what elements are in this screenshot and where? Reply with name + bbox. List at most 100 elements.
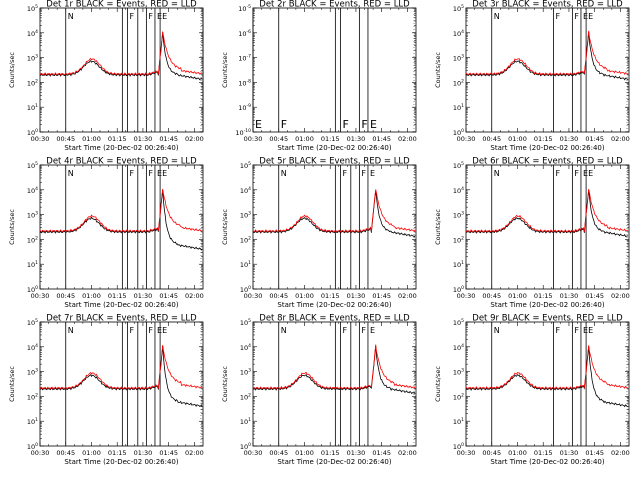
panel-det-7: Det 7r BLACK = Events, RED = LLD 100 101 10… <box>8 314 204 467</box>
y-tick-label: 100 <box>27 128 38 137</box>
y-tick-label: 104 <box>453 186 464 195</box>
event-marker-label: F <box>343 326 348 335</box>
y-axis-label: Counts/sec <box>434 209 442 245</box>
event-marker-label: E <box>370 169 375 178</box>
x-tick-label: 01:00 <box>82 449 101 457</box>
event-marker-label: E <box>583 169 588 178</box>
x-tick-label: 02:00 <box>185 449 204 457</box>
y-tick-label: 101 <box>453 103 464 112</box>
y-axis-label: Counts/sec <box>221 52 229 88</box>
panel-det-6: Det 6r BLACK = Events, RED = LLD 100 101 10… <box>434 157 630 310</box>
event-marker-label: E <box>583 326 588 335</box>
x-tick-label: 01:15 <box>321 292 340 300</box>
panel-det-9: Det 9r BLACK = Events, RED = LLD 100 101 10… <box>434 314 630 467</box>
x-tick-label: 01:15 <box>108 292 127 300</box>
plot-frame <box>465 7 630 133</box>
panel-det-1: Det 1r BLACK = Events, RED = LLD 100 101 10… <box>8 0 204 152</box>
panel-title: Det 6r BLACK = Events, RED = LLD <box>472 157 623 167</box>
event-marker-label: E <box>588 169 593 178</box>
y-tick-label: 100 <box>453 442 464 451</box>
event-marker-label: E <box>583 12 588 21</box>
x-tick-label: 02:00 <box>611 292 630 300</box>
x-tick-label: 02:00 <box>398 135 417 143</box>
y-tick-label: 104 <box>27 343 38 352</box>
x-tick-label: 01:15 <box>108 449 127 457</box>
series-lld-line <box>39 188 203 233</box>
y-tick-label: 103 <box>27 211 38 220</box>
x-tick-label: 01:00 <box>508 449 527 457</box>
x-tick-label: 00:45 <box>269 135 288 143</box>
panel-title: Det 5r BLACK = Events, RED = LLD <box>259 157 410 167</box>
x-tick-label: 00:30 <box>244 292 263 300</box>
x-tick-label: 01:45 <box>585 449 604 457</box>
x-tick-label: 02:00 <box>398 292 417 300</box>
x-tick-label: 02:00 <box>611 449 630 457</box>
event-marker-label: F <box>574 326 579 335</box>
event-marker-label: E <box>157 326 162 335</box>
plot-frame <box>465 164 630 290</box>
series-events-line <box>39 190 203 251</box>
y-tick-label: 102 <box>453 78 464 87</box>
y-tick-label: 103 <box>453 368 464 377</box>
x-tick-label: 01:45 <box>585 135 604 143</box>
x-axis-label: Start Time (20-Dec-02 00:26:40) <box>490 458 604 466</box>
x-tick-label: 01:15 <box>534 135 553 143</box>
x-tick-label: 01:45 <box>159 135 178 143</box>
event-marker-label: N <box>281 326 287 335</box>
event-marker-label: E <box>157 169 162 178</box>
event-marker-label: F <box>148 12 153 21</box>
y-tick-label: 103 <box>240 211 251 220</box>
series-lld-line <box>465 189 629 233</box>
x-tick-label: 01:30 <box>134 292 153 300</box>
event-marker-label: F <box>556 326 561 335</box>
y-tick-label: 10-6 <box>238 29 251 38</box>
event-marker-label: F <box>556 169 561 178</box>
y-axis-label: Counts/sec <box>221 366 229 402</box>
x-tick-label: 01:30 <box>560 292 579 300</box>
y-tick-label: 105 <box>240 161 251 170</box>
plot-frame <box>252 321 417 447</box>
panel-det-8: Det 8r BLACK = Events, RED = LLD 100 101 10… <box>221 314 417 467</box>
plot-frame <box>252 164 417 290</box>
x-tick-label: 01:45 <box>159 292 178 300</box>
y-tick-label: 100 <box>453 285 464 294</box>
y-axis-label: Counts/sec <box>434 52 442 88</box>
event-marker-label: F <box>556 12 561 21</box>
y-tick-label: 102 <box>27 392 38 401</box>
y-tick-label: 102 <box>27 235 38 244</box>
panel-det-5: Det 5r BLACK = Events, RED = LLD 100 101 10… <box>221 157 417 310</box>
y-tick-label: 100 <box>240 285 251 294</box>
x-tick-label: 00:45 <box>56 292 75 300</box>
x-tick-label: 00:45 <box>56 449 75 457</box>
y-axis-label: Counts/sec <box>434 366 442 402</box>
panel-det-4: Det 4r BLACK = Events, RED = LLD 100 101 10… <box>8 157 204 310</box>
panel-title: Det 7r BLACK = Events, RED = LLD <box>46 314 197 324</box>
x-tick-label: 02:00 <box>398 449 417 457</box>
y-tick-label: 102 <box>453 235 464 244</box>
y-tick-label: 101 <box>240 260 251 269</box>
y-tick-label: 102 <box>240 392 251 401</box>
plot-frame <box>39 7 204 133</box>
plot-frame <box>39 164 204 290</box>
y-tick-label: 101 <box>27 260 38 269</box>
event-marker-label: F <box>361 169 366 178</box>
x-tick-label: 00:30 <box>31 292 50 300</box>
y-axis-label: Counts/sec <box>8 209 16 245</box>
y-tick-label: 104 <box>240 343 251 352</box>
x-tick-label: 01:30 <box>347 449 366 457</box>
y-tick-label: 104 <box>453 343 464 352</box>
y-tick-label: 101 <box>453 260 464 269</box>
y-tick-label: 10-10 <box>235 128 251 137</box>
y-tick-label: 103 <box>453 54 464 63</box>
y-tick-label: 100 <box>27 442 38 451</box>
x-axis-label: Start Time (20-Dec-02 00:26:40) <box>64 144 178 152</box>
x-tick-label: 00:30 <box>244 449 263 457</box>
x-tick-label: 00:30 <box>457 292 476 300</box>
y-tick-label: 105 <box>27 318 38 327</box>
event-marker-label: F <box>130 326 135 335</box>
x-axis-label: Start Time (20-Dec-02 00:26:40) <box>490 144 604 152</box>
series-events-line <box>465 190 629 238</box>
event-marker-label: F <box>361 326 366 335</box>
x-axis-label: Start Time (20-Dec-02 00:26:40) <box>64 458 178 466</box>
